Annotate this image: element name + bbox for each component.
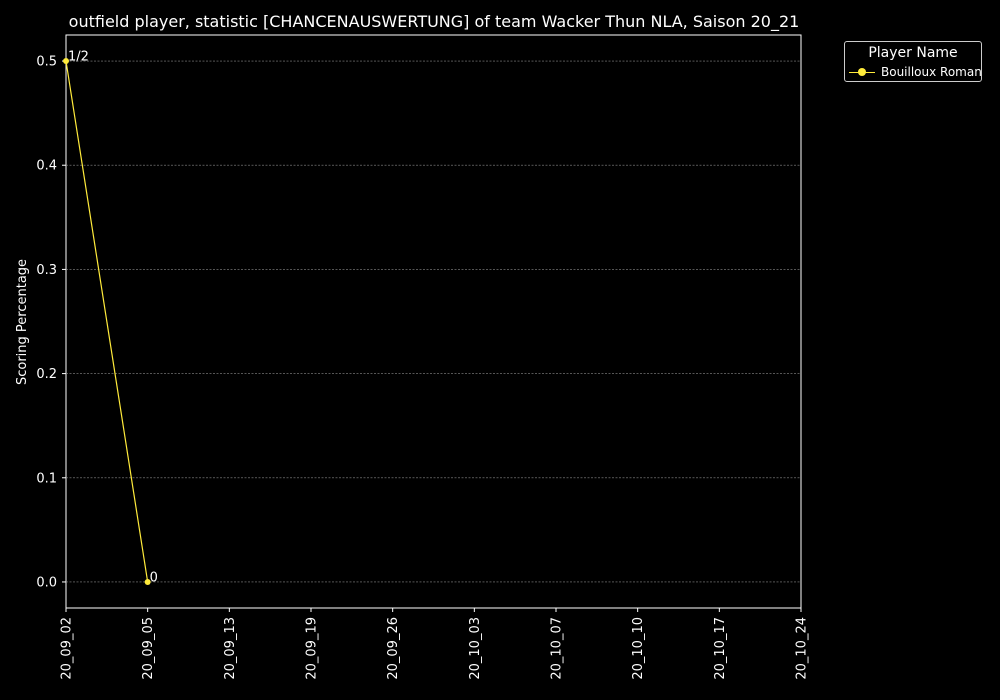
y-axis-ticks: 0.0 0.1 0.2 0.3 0.4 0.5 — [36, 55, 66, 590]
x-axis-ticks: 20_09_02 20_09_05 20_09_13 20_09_19 20_09_26… — [60, 608, 810, 680]
y-tick-label: 0.4 — [36, 159, 57, 174]
series-line — [65, 60, 149, 583]
x-tick-label: 20_09_19 — [305, 617, 320, 680]
data-point — [144, 578, 151, 585]
x-tick-label: 20_10_03 — [468, 617, 483, 680]
chart-title: outfield player, statistic [CHANCENAUSWE… — [69, 12, 800, 32]
legend-title: Player Name — [868, 45, 958, 61]
legend: Player Name Bouilloux Roman — [844, 41, 982, 82]
data-label: 0 — [150, 570, 158, 585]
legend-label: Bouilloux Roman — [881, 65, 982, 79]
x-tick-label: 20_10_07 — [550, 617, 565, 680]
x-tick-label: 20_10_24 — [795, 617, 810, 680]
data-point — [63, 58, 69, 65]
series-layer: 1/2 0 — [63, 50, 158, 585]
x-tick-label: 20_10_10 — [631, 617, 646, 680]
grid-layer — [66, 60, 801, 583]
x-tick-label: 20_10_17 — [713, 617, 728, 680]
x-tick-label: 20_09_13 — [223, 617, 238, 680]
x-tick-label: 20_09_02 — [60, 617, 75, 680]
data-label: 1/2 — [68, 50, 89, 65]
y-tick-label: 0.1 — [36, 471, 57, 486]
y-tick-label: 0.2 — [36, 367, 57, 382]
x-tick-label: 20_09_05 — [141, 617, 156, 680]
legend-marker-icon — [858, 68, 866, 76]
y-tick-label: 0.3 — [36, 263, 57, 278]
plot-frame — [65, 34, 802, 609]
y-tick-label: 0.5 — [36, 55, 57, 70]
y-tick-label: 0.0 — [36, 575, 57, 590]
x-tick-label: 20_09_26 — [386, 617, 401, 680]
y-axis-label: Scoring Percentage — [15, 259, 30, 385]
